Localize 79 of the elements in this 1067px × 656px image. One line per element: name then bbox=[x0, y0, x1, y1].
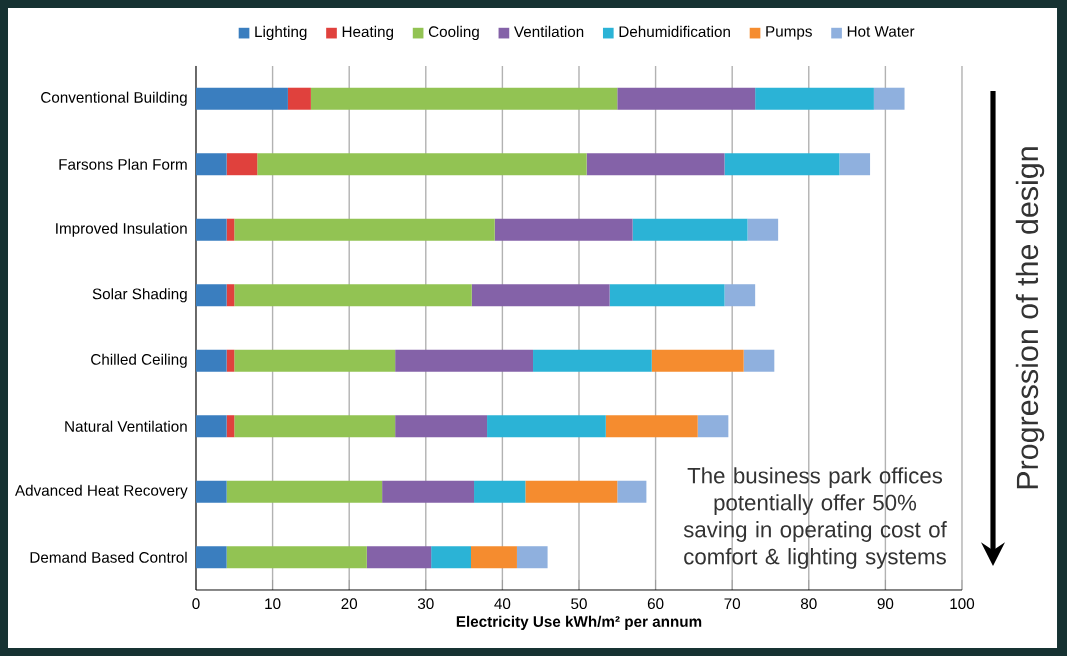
text: Progression of the design bbox=[1015, 147, 1045, 489]
bar bbox=[226, 218, 235, 241]
legend-label: Pumps bbox=[766, 26, 812, 40]
x-tick-label: 80 bbox=[800, 598, 817, 610]
bar bbox=[226, 284, 235, 307]
x-tick-label: 60 bbox=[647, 598, 664, 610]
bar bbox=[195, 480, 227, 503]
bar bbox=[617, 87, 756, 110]
bar bbox=[470, 546, 517, 569]
bar bbox=[724, 153, 840, 176]
bar bbox=[605, 415, 698, 438]
legend-label: Cooling bbox=[428, 25, 479, 41]
bar bbox=[195, 153, 227, 176]
y-tick-label: Advanced Heat Recovery bbox=[15, 484, 188, 499]
bar bbox=[632, 218, 748, 241]
bar bbox=[651, 349, 744, 372]
legend-label: Hot Water bbox=[847, 26, 915, 37]
x-axis-title: Electricity Use kWh/m² per annum bbox=[456, 615, 702, 630]
y-tick-label: Demand Based Control bbox=[30, 551, 187, 563]
x-tick-label: 20 bbox=[341, 598, 358, 610]
bar bbox=[234, 218, 495, 241]
x-tick-label: 40 bbox=[494, 598, 511, 610]
bar bbox=[609, 284, 725, 307]
bar bbox=[586, 153, 725, 176]
bar bbox=[525, 480, 618, 503]
bar bbox=[257, 153, 587, 176]
bar bbox=[724, 284, 756, 307]
bar bbox=[382, 480, 475, 503]
bar bbox=[226, 153, 258, 176]
bar bbox=[226, 546, 367, 569]
bar bbox=[195, 87, 288, 110]
x-tick-label: 70 bbox=[724, 598, 741, 610]
x-tick-label: 90 bbox=[877, 598, 894, 610]
bar bbox=[195, 415, 227, 438]
y-tick-label: Improved Insulation bbox=[56, 222, 187, 237]
y-tick-label: Farsons Plan Form bbox=[59, 158, 187, 170]
bar bbox=[839, 153, 871, 176]
bar bbox=[516, 546, 548, 569]
bar bbox=[395, 415, 488, 438]
bar bbox=[755, 87, 874, 110]
x-tick-label: 50 bbox=[571, 598, 587, 610]
legend-label: Lighting bbox=[255, 25, 307, 41]
bar bbox=[195, 284, 227, 307]
bar bbox=[195, 349, 227, 372]
legend-label: Dehumidification bbox=[619, 25, 730, 38]
bar bbox=[617, 480, 647, 503]
y-tick-label: Chilled Ceiling bbox=[91, 353, 187, 368]
bar bbox=[697, 415, 729, 438]
bar bbox=[494, 218, 633, 241]
bar bbox=[195, 546, 227, 569]
bar bbox=[487, 415, 606, 438]
y-tick-label: Natural Ventilation bbox=[65, 420, 187, 432]
bar bbox=[287, 87, 311, 110]
x-tick-label: 100 bbox=[950, 598, 975, 610]
annotation: The business park offices potentially offer 50% saving in operating cost of comfort & lighting systems bbox=[683, 467, 947, 569]
bar bbox=[226, 415, 235, 438]
bar bbox=[226, 480, 383, 503]
bar bbox=[234, 284, 472, 307]
legend-label: Ventilation bbox=[513, 25, 584, 38]
bar bbox=[533, 349, 652, 372]
bar bbox=[234, 415, 396, 438]
bar bbox=[474, 480, 526, 503]
bar bbox=[747, 218, 779, 241]
bar bbox=[471, 284, 610, 307]
x-tick-label: 0 bbox=[192, 598, 200, 610]
bar bbox=[431, 546, 471, 569]
x-tick-label: 30 bbox=[417, 598, 434, 610]
bar bbox=[310, 87, 618, 110]
bar bbox=[226, 349, 235, 372]
bar bbox=[743, 349, 775, 372]
bar bbox=[366, 546, 432, 569]
bar bbox=[195, 218, 227, 241]
y-tick-label: Conventional Building bbox=[41, 91, 187, 106]
bar bbox=[395, 349, 534, 372]
bar bbox=[873, 87, 905, 110]
legend-label: Heating bbox=[342, 25, 394, 41]
x-tick-label: 10 bbox=[265, 598, 281, 610]
bar bbox=[234, 349, 396, 372]
y-tick-label: Solar Shading bbox=[92, 288, 187, 303]
